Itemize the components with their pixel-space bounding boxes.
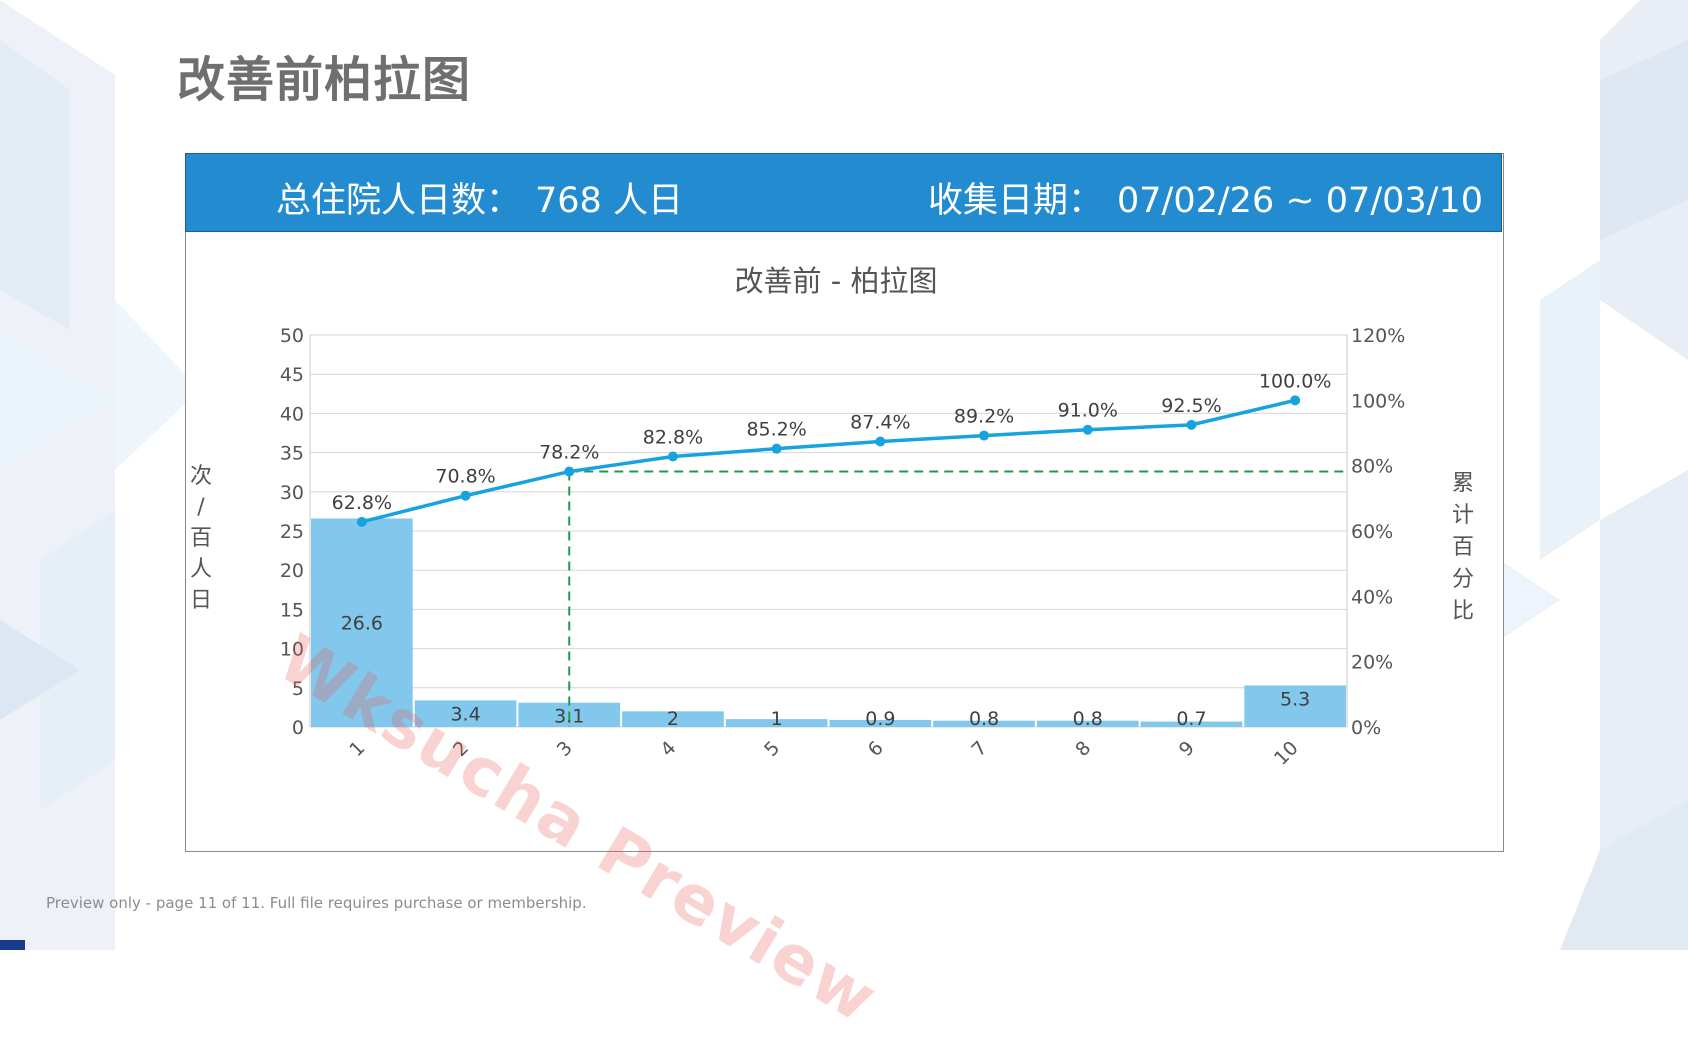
y-axis-title-char: 人 <box>190 557 212 582</box>
y2-axis-title-char: 分 <box>1452 567 1474 592</box>
bar-value-label: 0.8 <box>969 708 999 730</box>
x-tick-label: 7 <box>967 737 991 761</box>
bar-value-label: 0.9 <box>865 708 895 730</box>
y-axis-title-char: 百 <box>190 526 212 551</box>
cumulative-line-layer <box>356 395 1301 527</box>
x-tick-label: 10 <box>1270 737 1303 770</box>
x-tick-label: 9 <box>1175 737 1199 761</box>
slide-title: 改善前柏拉图 <box>177 52 472 108</box>
bar <box>311 518 413 727</box>
bar-layer <box>311 518 1346 727</box>
bar-value-label: 0.7 <box>1176 708 1206 730</box>
date-value: 07/02/26 ~ 07/03/10 <box>1117 181 1483 221</box>
x-tick-label: 6 <box>864 737 888 761</box>
y2-tick-label: 0% <box>1351 717 1381 739</box>
info-banner: 总住院人日数： 768 人日 收集日期： 07/02/26 ~ 07/03/10 <box>185 153 1502 232</box>
total-value: 768 人日 <box>535 181 683 221</box>
bar <box>622 711 724 727</box>
bar-value-label: 3.1 <box>554 706 584 728</box>
bar-value-label: 1 <box>771 708 783 730</box>
y2-tick-label: 20% <box>1351 652 1393 674</box>
bar-value-label: 26.6 <box>341 613 383 635</box>
chart-panel <box>185 153 1504 852</box>
y-tick-label: 30 <box>280 482 304 504</box>
y2-tick-label: 40% <box>1351 586 1393 608</box>
y-tick-label: 15 <box>280 599 304 621</box>
cumulative-label: 85.2% <box>746 419 806 441</box>
cumulative-label: 92.5% <box>1161 395 1221 417</box>
y2-tick-label: 80% <box>1351 456 1393 478</box>
cumulative-label: 91.0% <box>1058 400 1118 422</box>
total-inpatient-days: 总住院人日数： 768 人日 <box>276 172 683 223</box>
cumulative-label: 100.0% <box>1259 370 1331 392</box>
date-label: 收集日期： <box>928 181 1104 221</box>
y-tick-label: 20 <box>280 560 304 582</box>
bar <box>1244 685 1346 727</box>
preview-footer: Preview only - page 11 of 11. Full file … <box>46 894 587 912</box>
cumulative-point <box>564 466 575 477</box>
collection-date: 收集日期： 07/02/26 ~ 07/03/10 <box>928 172 1483 223</box>
threshold-layer <box>568 470 1347 727</box>
cumulative-label: 78.2% <box>539 442 599 464</box>
y2-axis-title-char: 计 <box>1452 503 1474 528</box>
y-axis-title-char: 次 <box>190 464 212 489</box>
y-axis-title-char: 日 <box>190 588 212 613</box>
x-tick-label: 8 <box>1071 737 1095 761</box>
x-tick-label: 5 <box>760 737 784 761</box>
bar-value-label: 0.8 <box>1073 708 1103 730</box>
bar <box>933 720 1035 727</box>
cumulative-label: 62.8% <box>332 492 392 514</box>
cumulative-label: 70.8% <box>435 466 495 488</box>
bar <box>725 719 828 727</box>
y2-tick-label: 100% <box>1351 390 1405 412</box>
y-tick-label: 5 <box>292 678 304 700</box>
y2-axis-title-char: 累 <box>1452 471 1474 496</box>
y2-tick-label: 120% <box>1351 325 1405 347</box>
cumulative-point <box>1186 419 1197 430</box>
bar-value-label: 3.4 <box>450 703 480 725</box>
y-tick-label: 25 <box>280 521 304 543</box>
grid-layer: 051015202530354045500%20%40%60%80%100%12… <box>280 325 1406 739</box>
y-axis-title-char: / <box>197 495 205 520</box>
y-tick-label: 50 <box>280 325 304 347</box>
y2-tick-label: 60% <box>1351 521 1393 543</box>
x-tick-label: 3 <box>553 737 577 761</box>
cumulative-point <box>1082 424 1093 435</box>
bar-value-label: 5.3 <box>1280 688 1310 710</box>
cumulative-label: 89.2% <box>954 406 1014 428</box>
bar-value-label: 2 <box>667 708 679 730</box>
total-label: 总住院人日数： <box>276 181 522 221</box>
cumulative-point <box>771 443 782 454</box>
y-tick-label: 40 <box>280 403 304 425</box>
background-decoration <box>0 0 1688 950</box>
cumulative-line <box>361 398 1296 524</box>
y-tick-label: 45 <box>280 364 304 386</box>
bar <box>414 700 517 727</box>
cumulative-point <box>667 451 678 462</box>
pareto-chart: 改善前 - 柏拉图 051015202530354045500%20%40%60… <box>190 264 1474 770</box>
cumulative-point <box>460 490 471 501</box>
cumulative-point <box>979 430 990 441</box>
cumulative-label: 82.8% <box>643 427 703 449</box>
cumulative-point <box>1290 395 1301 406</box>
y-tick-label: 0 <box>292 717 304 739</box>
cumulative-label: 87.4% <box>850 411 910 433</box>
y2-axis-title-char: 百 <box>1452 535 1474 560</box>
chart-title: 改善前 - 柏拉图 <box>735 264 938 298</box>
cumulative-point <box>875 436 886 447</box>
bar <box>829 719 932 727</box>
bar <box>1140 721 1243 727</box>
y-tick-label: 35 <box>280 443 304 465</box>
cumulative-point <box>356 516 367 527</box>
y2-axis-title-char: 比 <box>1452 599 1474 624</box>
y-tick-label: 10 <box>280 639 304 661</box>
bar <box>1036 720 1139 727</box>
x-tick-label: 4 <box>656 737 680 761</box>
